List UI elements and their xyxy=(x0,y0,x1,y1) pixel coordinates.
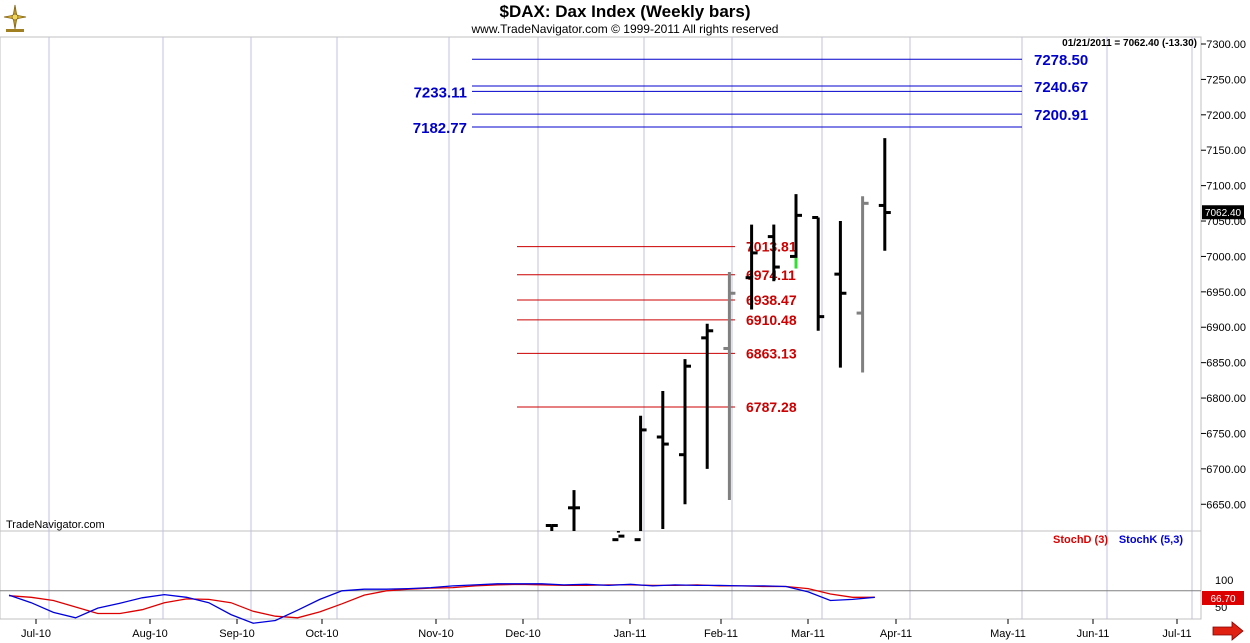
y-tick-label: 6850.00 xyxy=(1206,358,1246,370)
scroll-right-arrow-icon[interactable] xyxy=(1212,621,1244,641)
ohlc-bars xyxy=(545,138,891,542)
resistance-label: 7233.11 xyxy=(414,84,467,101)
x-tick-label: Nov-10 xyxy=(418,628,453,640)
y-tick-label: 7200.00 xyxy=(1206,110,1246,122)
y-tick-label: 6900.00 xyxy=(1206,322,1246,334)
copyright-subtitle: www.TradeNavigator.com © 1999-2011 All r… xyxy=(471,22,779,36)
support-label: 7013.81 xyxy=(746,239,797,255)
resistance-label: 7182.77 xyxy=(413,120,467,137)
stoch-y-tick-label: 50 xyxy=(1215,602,1227,614)
x-tick-label: Oct-10 xyxy=(305,628,338,640)
support-label: 6863.13 xyxy=(746,345,797,361)
x-tick-label: May-11 xyxy=(990,628,1026,640)
legend-stochk: StochK (5,3) xyxy=(1119,534,1184,546)
y-tick-label: 7100.00 xyxy=(1206,181,1246,193)
x-tick-label: Apr-11 xyxy=(880,628,912,640)
resistance-label: 7200.91 xyxy=(1034,107,1088,124)
support-label: 6787.28 xyxy=(746,399,797,415)
resistance-label: 7278.50 xyxy=(1034,52,1088,69)
resistance-label: 7240.67 xyxy=(1034,79,1088,96)
stoch-last-label: 66.70 xyxy=(1210,594,1235,605)
stochastic-panel-frame xyxy=(0,530,1202,620)
support-label: 6974.11 xyxy=(746,267,796,283)
y-tick-label: 6950.00 xyxy=(1206,287,1246,299)
last-price-label: 7062.40 xyxy=(1205,208,1242,219)
support-label: 6910.48 xyxy=(746,312,797,328)
x-tick-label: Aug-10 xyxy=(132,628,167,640)
y-tick-label: 7000.00 xyxy=(1206,251,1246,263)
x-tick-label: Sep-10 xyxy=(219,628,254,640)
last-price-badge xyxy=(1202,205,1244,220)
stoch-y-tick-label: 100 xyxy=(1215,575,1233,587)
stoch-series-line xyxy=(8,583,875,624)
stoch-last-badge xyxy=(1202,590,1244,605)
vertical-gridlines xyxy=(48,37,1193,619)
y-tick-label: 6700.00 xyxy=(1206,464,1246,476)
x-tick-label: Jul-10 xyxy=(21,628,51,640)
chart-title: $DAX: Dax Index (Weekly bars) xyxy=(499,2,751,21)
x-tick-label: Jun-11 xyxy=(1077,628,1110,640)
y-tick-label: 7300.00 xyxy=(1206,39,1246,51)
time-axis: Jul-10 Aug-10 Sep-10 Oct-10 Nov-10 Dec-10 Jan-… xyxy=(21,619,1192,640)
price-levels: 7278.50 7240.67 7233.11 7200.91 7182.77 7013.… xyxy=(413,52,1088,415)
x-tick-label: Feb-11 xyxy=(704,628,738,640)
x-tick-label: Jan-11 xyxy=(614,628,647,640)
y-tick-label: 7250.00 xyxy=(1206,74,1246,86)
y-tick-label: 6650.00 xyxy=(1206,499,1246,511)
y-tick-label: 6800.00 xyxy=(1206,393,1246,405)
x-tick-label: Mar-11 xyxy=(791,628,825,640)
tradenavigator-logo-icon xyxy=(2,3,28,33)
price-axis: 7300.007250.007200.007150.007100.007050.… xyxy=(1201,39,1246,511)
support-label: 6938.47 xyxy=(746,292,797,308)
legend-stochd: StochD (3) xyxy=(1053,534,1108,546)
watermark-text: TradeNavigator.com xyxy=(6,519,105,531)
x-tick-label: Dec-10 xyxy=(505,628,540,640)
price-panel-frame xyxy=(0,36,1202,532)
last-bar-info: 01/21/2011 = 7062.40 (-13.30) xyxy=(1062,38,1197,49)
y-tick-label: 6750.00 xyxy=(1206,428,1246,440)
x-tick-label: Jul-11 xyxy=(1162,628,1191,640)
y-tick-label: 7150.00 xyxy=(1206,145,1246,157)
